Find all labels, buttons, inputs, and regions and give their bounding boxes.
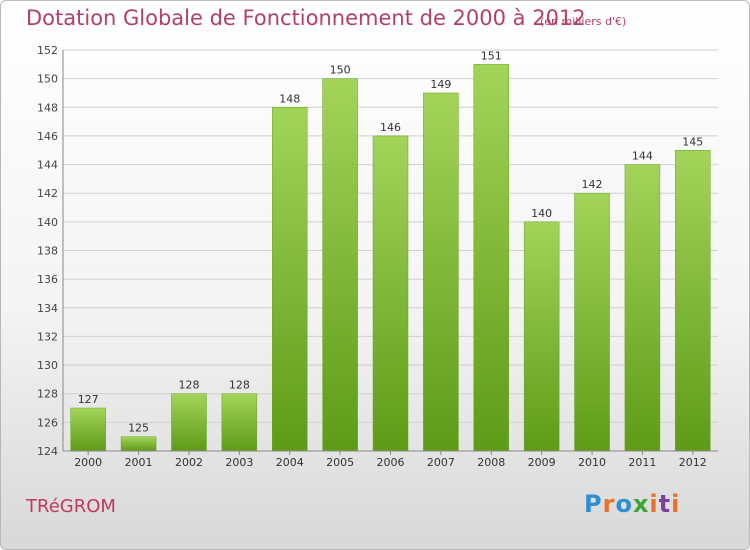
logo-letter: r [602, 490, 616, 518]
bar [271, 107, 308, 452]
y-tick-label: 132 [37, 330, 58, 343]
logo-letter: i [671, 490, 681, 518]
bar [171, 393, 207, 452]
bars: 127 125 128 128 148 150 146 149 151 140 142 144 145 [70, 49, 711, 452]
x-tick-label: 2012 [679, 456, 707, 469]
bar-value-label: 145 [682, 135, 703, 148]
y-tick-label: 146 [37, 130, 58, 143]
logo-letter: P [584, 490, 603, 518]
bar [574, 192, 610, 452]
y-tick-label: 138 [37, 245, 58, 258]
bar-value-label: 127 [78, 393, 99, 406]
chart-title: Dotation Globale de Fonctionnement de 20… [26, 6, 586, 30]
bar-value-label: 149 [430, 78, 451, 91]
proxiti-logo[interactable]: Proxiti [584, 490, 680, 518]
bar-value-label: 142 [582, 178, 603, 191]
bar-value-label: 146 [380, 121, 401, 134]
logo-letter: x [632, 490, 650, 518]
y-tick-label: 130 [37, 359, 58, 372]
bar [523, 221, 560, 452]
x-tick-label: 2004 [276, 456, 304, 469]
logo-letter: o [615, 490, 633, 518]
bar-value-label: 150 [330, 64, 351, 77]
y-tick-label: 148 [37, 101, 58, 114]
bar-value-label: 148 [279, 92, 300, 105]
y-tick-label: 142 [37, 187, 58, 200]
bar [120, 436, 157, 452]
bar-value-label: 128 [178, 379, 199, 392]
bar-value-label: 140 [531, 207, 552, 220]
y-tick-label: 150 [37, 73, 58, 86]
x-tick-label: 2011 [628, 456, 656, 469]
bar [473, 64, 510, 452]
bar [372, 135, 409, 452]
x-tick-label: 2000 [74, 456, 102, 469]
bar-value-label: 144 [632, 150, 653, 163]
bar-value-label: 151 [481, 49, 502, 62]
bar-value-label: 125 [128, 422, 149, 435]
logo-letter: t [658, 490, 672, 518]
x-tick-label: 2007 [427, 456, 455, 469]
x-tick-label: 2005 [326, 456, 354, 469]
bar [322, 78, 358, 452]
x-tick-label: 2009 [528, 456, 556, 469]
y-tick-label: 126 [37, 416, 58, 429]
bar-value-label: 128 [229, 379, 250, 392]
axes: 1241261281301321341361381401421441461481… [37, 44, 718, 469]
x-tick-label: 2001 [125, 456, 153, 469]
x-tick-label: 2008 [477, 456, 505, 469]
x-tick-label: 2010 [578, 456, 606, 469]
y-tick-label: 134 [37, 302, 58, 315]
chart-subtitle: (en milliers d'€) [540, 15, 627, 28]
bar [624, 164, 661, 452]
bar [423, 92, 459, 452]
bar [675, 150, 711, 452]
commune-name: TRéGROM [26, 496, 116, 517]
y-tick-label: 140 [37, 216, 58, 229]
x-tick-label: 2006 [377, 456, 405, 469]
y-tick-label: 136 [37, 273, 58, 286]
x-tick-label: 2002 [175, 456, 203, 469]
bar [70, 407, 106, 452]
x-tick-label: 2003 [225, 456, 253, 469]
y-tick-label: 152 [37, 44, 58, 57]
y-tick-label: 124 [37, 445, 58, 458]
y-tick-label: 144 [37, 159, 58, 172]
logo-letter: i [649, 490, 659, 518]
bar [221, 393, 258, 452]
y-tick-label: 128 [37, 388, 58, 401]
